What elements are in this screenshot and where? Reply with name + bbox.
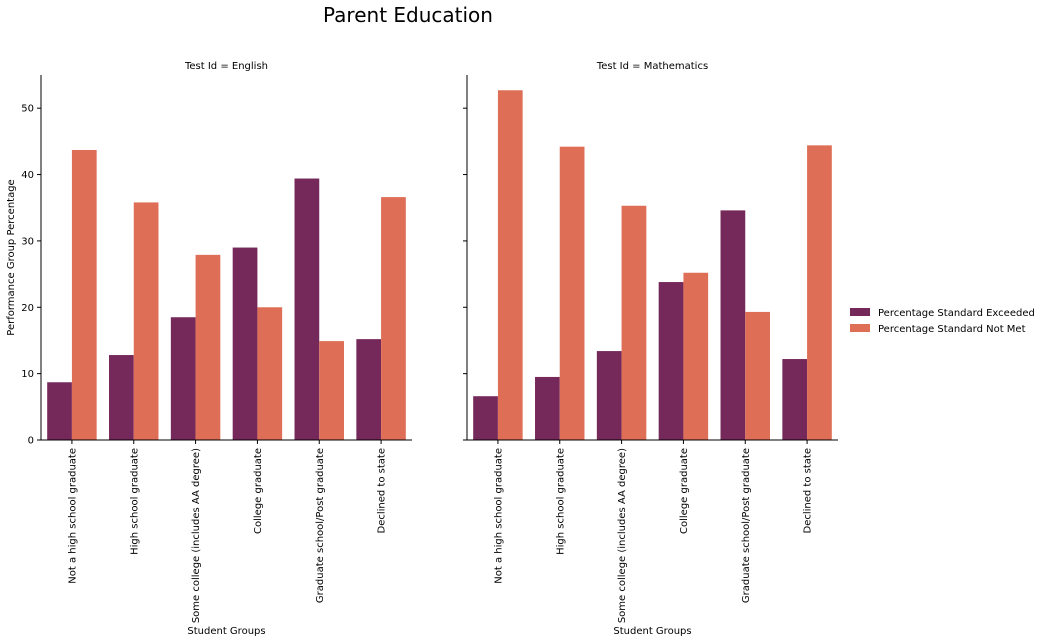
bar bbox=[782, 359, 808, 440]
chart-panels: Test Id = English 0 10 20 30 40 50 Not a high s… bbox=[6, 61, 838, 637]
y-tick-label: 50 bbox=[21, 104, 34, 115]
bar bbox=[720, 210, 746, 440]
bar bbox=[621, 205, 647, 440]
bar bbox=[257, 307, 283, 440]
x-tick-label: Graduate school/Post graduate bbox=[315, 448, 326, 603]
bar bbox=[47, 382, 72, 440]
y-tick-label: 0 bbox=[28, 436, 34, 447]
bar bbox=[559, 146, 585, 441]
bar bbox=[535, 376, 560, 440]
y-tick-label: 30 bbox=[21, 236, 34, 247]
legend-swatch bbox=[850, 324, 870, 332]
x-tick-label: Declined to state bbox=[803, 448, 814, 533]
bar bbox=[195, 254, 221, 440]
bar bbox=[381, 197, 406, 440]
x-tick-label: Declined to state bbox=[377, 448, 388, 533]
bar bbox=[232, 247, 258, 440]
bar bbox=[294, 178, 320, 440]
y-tick-label: 10 bbox=[21, 369, 34, 380]
bar bbox=[596, 351, 622, 440]
bar bbox=[133, 202, 159, 440]
x-tick-label: Some college (includes AA degree) bbox=[617, 448, 628, 623]
panel-title: Test Id = English bbox=[184, 61, 268, 72]
bar bbox=[356, 339, 382, 440]
legend-swatch bbox=[850, 308, 870, 316]
x-tick-label: Not a high school graduate bbox=[493, 448, 504, 584]
y-tick-label: 20 bbox=[21, 303, 34, 314]
x-tick-label: Some college (includes AA degree) bbox=[191, 448, 202, 623]
legend-label: Percentage Standard Not Met bbox=[878, 324, 1026, 335]
legend-label: Percentage Standard Exceeded bbox=[878, 308, 1035, 319]
x-axis-label: Student Groups bbox=[187, 626, 265, 637]
bar bbox=[71, 149, 97, 441]
bar bbox=[473, 396, 498, 440]
legend: Percentage Standard Exceeded Percentage S… bbox=[850, 308, 1035, 335]
chart-title: Parent Education bbox=[323, 3, 493, 27]
x-tick-label: College graduate bbox=[253, 448, 264, 534]
bar bbox=[807, 145, 832, 440]
x-tick-label: Graduate school/Post graduate bbox=[741, 448, 752, 603]
x-tick-label: High school graduate bbox=[129, 448, 140, 555]
bar bbox=[497, 90, 523, 440]
x-tick-label: Not a high school graduate bbox=[67, 448, 78, 584]
panel-2: Test Id = Mathematics Not a high school g… bbox=[463, 61, 838, 637]
bar bbox=[109, 355, 134, 440]
bar bbox=[683, 272, 709, 440]
panel-1: Test Id = English 0 10 20 30 40 50 Not a high s… bbox=[21, 61, 412, 637]
bar bbox=[319, 341, 344, 440]
legend-item: Percentage Standard Not Met bbox=[850, 324, 1026, 335]
x-axis-label: Student Groups bbox=[613, 626, 691, 637]
bar bbox=[170, 317, 196, 440]
legend-item: Percentage Standard Exceeded bbox=[850, 308, 1035, 319]
bar bbox=[745, 311, 770, 440]
y-tick-label: 40 bbox=[21, 170, 34, 181]
panel-title: Test Id = Mathematics bbox=[596, 61, 708, 72]
x-tick-label: College graduate bbox=[679, 448, 690, 534]
bar bbox=[658, 282, 684, 440]
y-axis-label: Performance Group Percentage bbox=[6, 179, 17, 335]
x-tick-label: High school graduate bbox=[555, 448, 566, 555]
